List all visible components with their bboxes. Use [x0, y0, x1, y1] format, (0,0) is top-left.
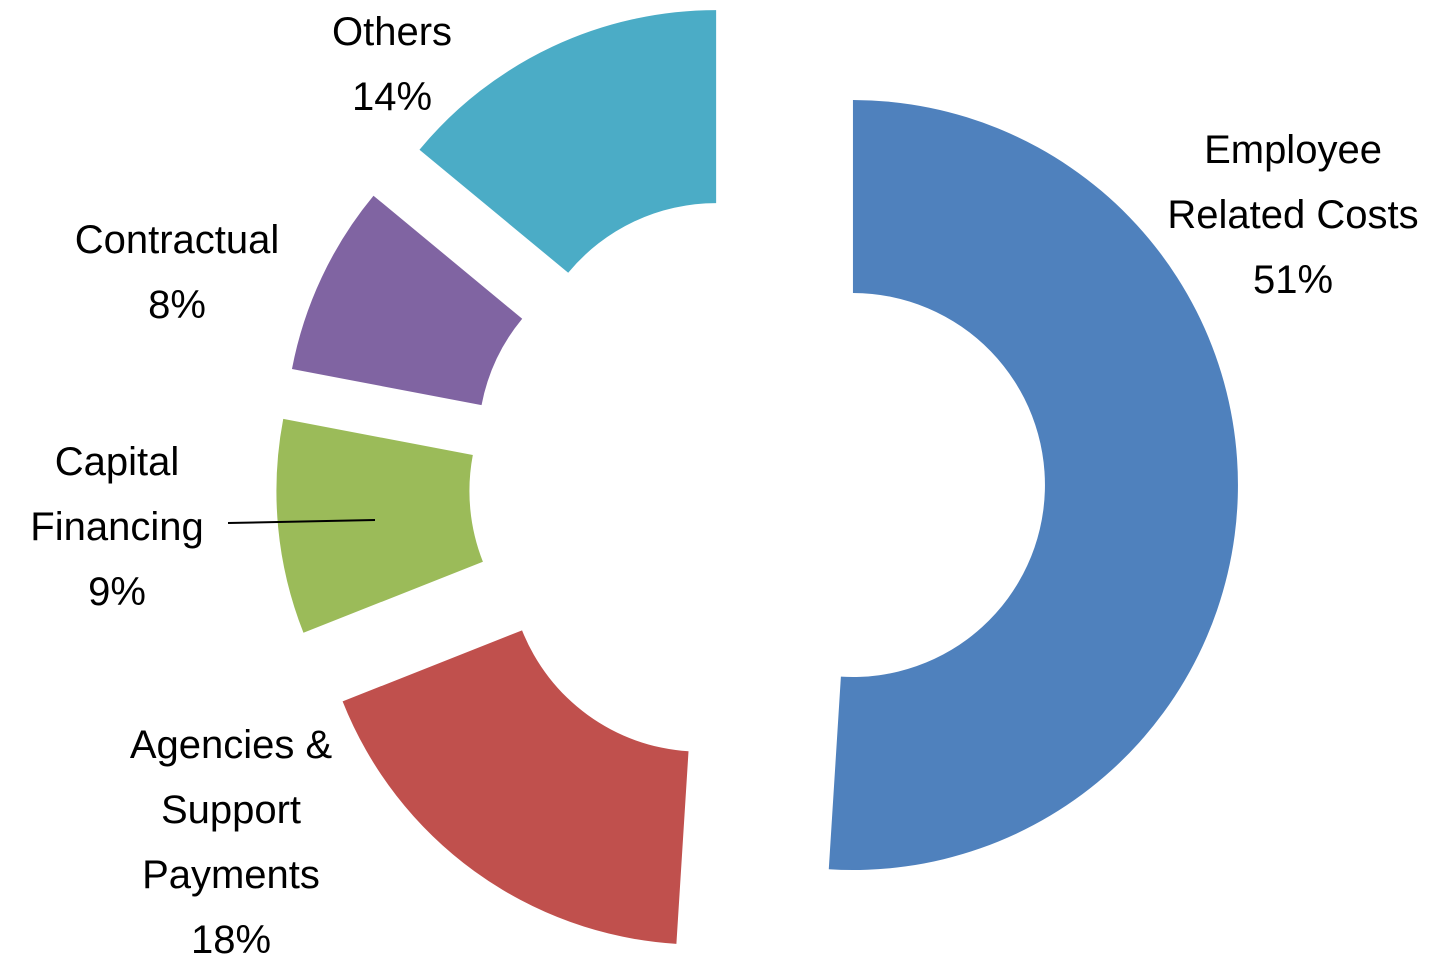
category-label: Others — [331, 10, 453, 54]
value-label: 18% — [190, 918, 272, 960]
category-label: Capital Financing — [30, 440, 204, 549]
value-label: 51% — [1252, 258, 1334, 302]
donut-slice — [291, 195, 523, 406]
donut-slice — [828, 100, 1238, 871]
slice-label: Contractual 8% — [37, 208, 317, 338]
slice-label: Others 14% — [292, 0, 492, 130]
donut-slice — [276, 418, 483, 633]
category-label: Agencies & Support Payments — [129, 723, 333, 897]
category-label: Contractual — [74, 218, 280, 262]
category-label: Employee Related Costs — [1167, 128, 1419, 237]
value-label: 9% — [88, 570, 146, 614]
donut-slice — [342, 630, 689, 944]
value-label: 8% — [148, 283, 206, 327]
slice-label: Capital Financing 9% — [7, 430, 227, 625]
slice-label: Employee Related Costs 51% — [1133, 118, 1453, 313]
leader-line — [227, 519, 376, 524]
value-label: 14% — [351, 75, 433, 119]
slice-label: Agencies & Support Payments 18% — [106, 713, 356, 960]
donut-slice — [419, 10, 717, 273]
